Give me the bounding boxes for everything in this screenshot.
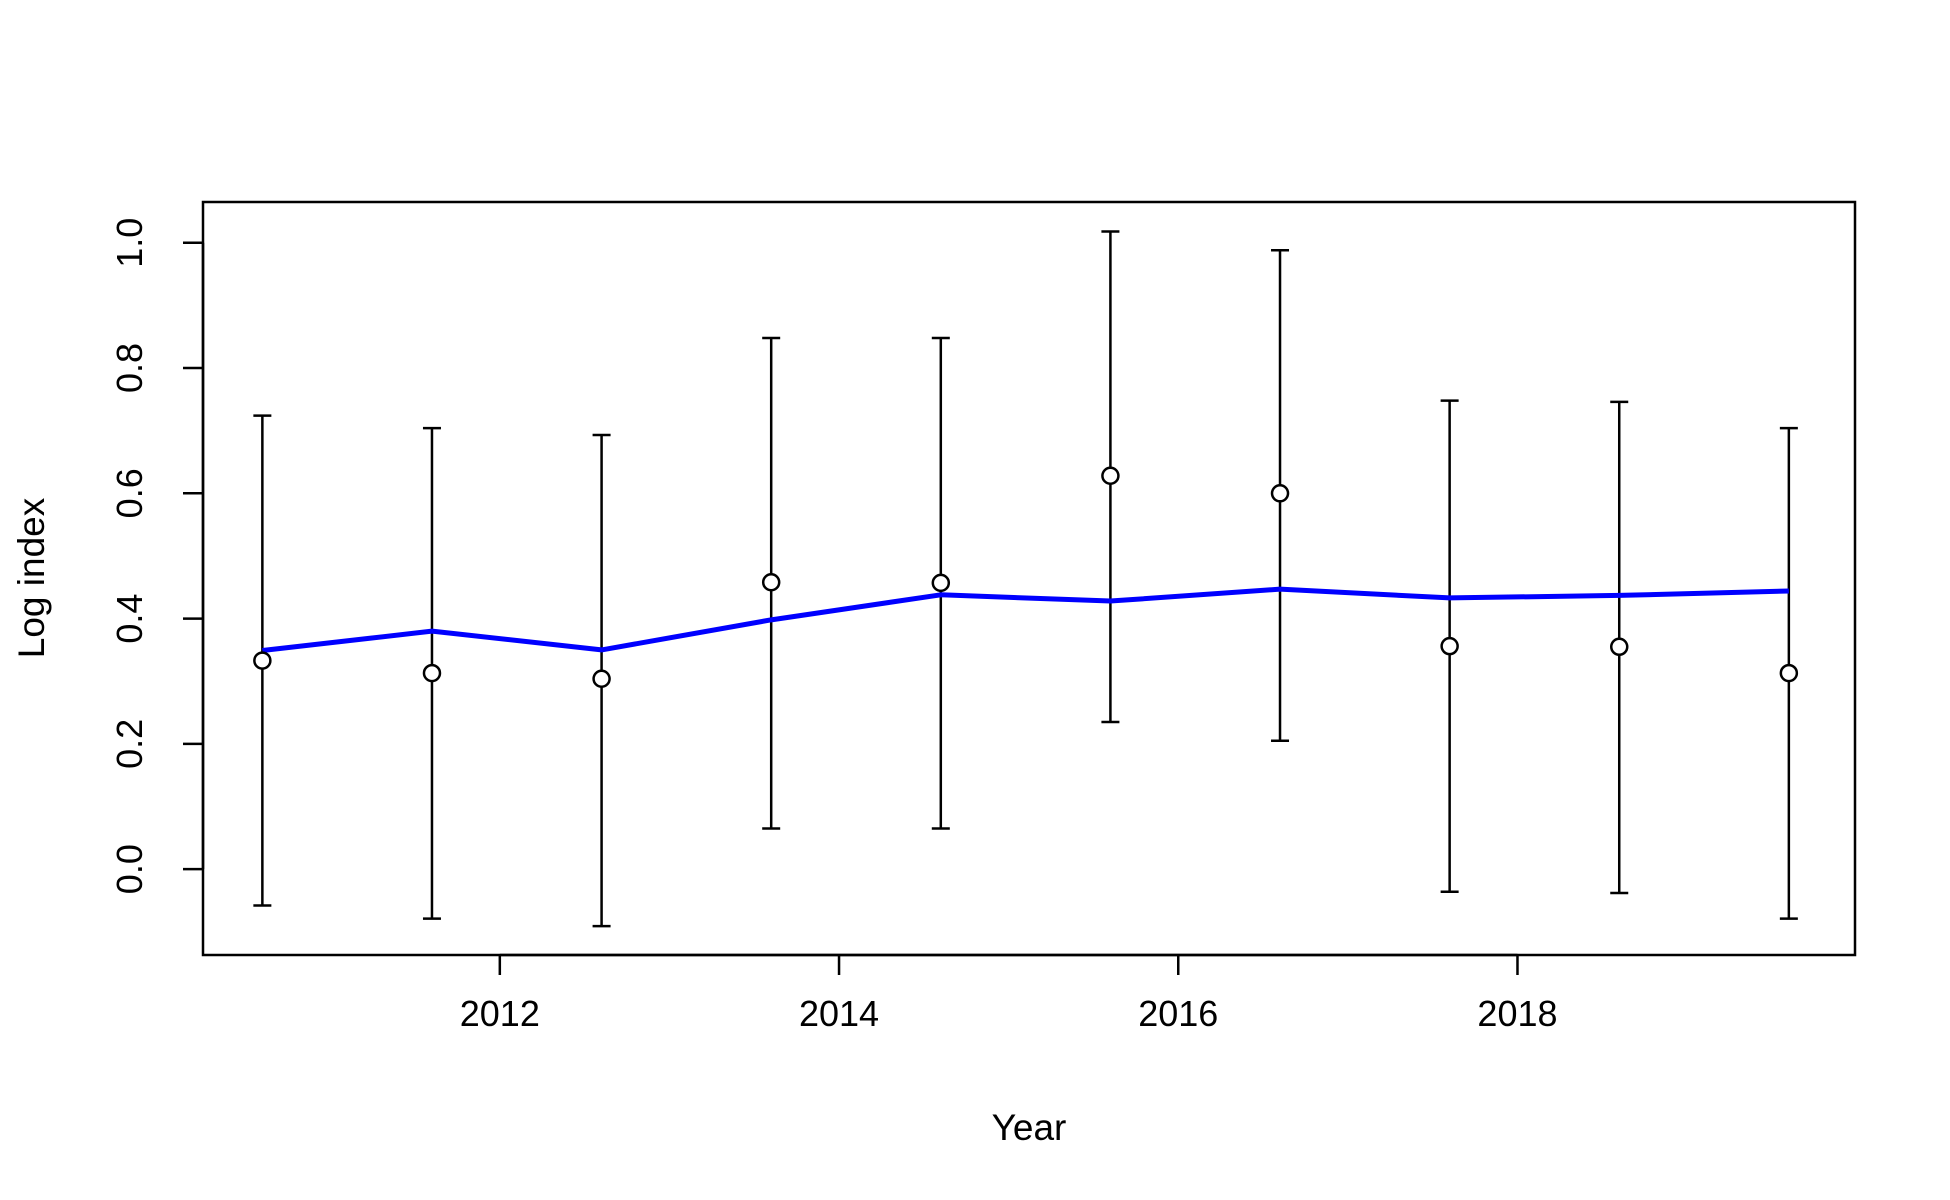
y-tick-label: 0.0 bbox=[109, 844, 150, 894]
x-tick-label: 2014 bbox=[799, 993, 879, 1034]
error-bars bbox=[253, 230, 1798, 928]
x-axis-title: Year bbox=[992, 1107, 1067, 1148]
data-point bbox=[422, 663, 442, 683]
y-tick-label: 0.4 bbox=[109, 594, 150, 644]
y-axis: 0.0 0.2 0.4 0.6 0.8 1.0 bbox=[109, 218, 205, 894]
data-point bbox=[1779, 663, 1799, 683]
x-axis: 2012 2014 2016 2018 bbox=[460, 953, 1558, 1034]
x-tick-label: 2016 bbox=[1138, 993, 1218, 1034]
data-point bbox=[1440, 636, 1459, 656]
y-tick-label: 0.8 bbox=[109, 343, 150, 393]
y-tick-label: 0.6 bbox=[109, 468, 150, 518]
x-tick-label: 2018 bbox=[1477, 993, 1557, 1034]
y-tick-label: 1.0 bbox=[109, 218, 150, 268]
y-tick-label: 0.2 bbox=[109, 719, 150, 769]
observation-points bbox=[253, 466, 1799, 688]
data-point bbox=[1101, 466, 1120, 486]
plot-frame bbox=[201, 200, 1857, 957]
data-point bbox=[592, 669, 611, 688]
data-point bbox=[1609, 637, 1629, 657]
data-point bbox=[1270, 484, 1290, 503]
x-tick-label: 2012 bbox=[460, 993, 540, 1034]
fitted-line-layer bbox=[262, 586, 1789, 654]
data-point bbox=[253, 651, 272, 670]
data-point bbox=[931, 573, 951, 593]
y-axis-title: Log index bbox=[11, 497, 52, 658]
data-point bbox=[761, 573, 781, 592]
fitted-line bbox=[262, 586, 1789, 654]
